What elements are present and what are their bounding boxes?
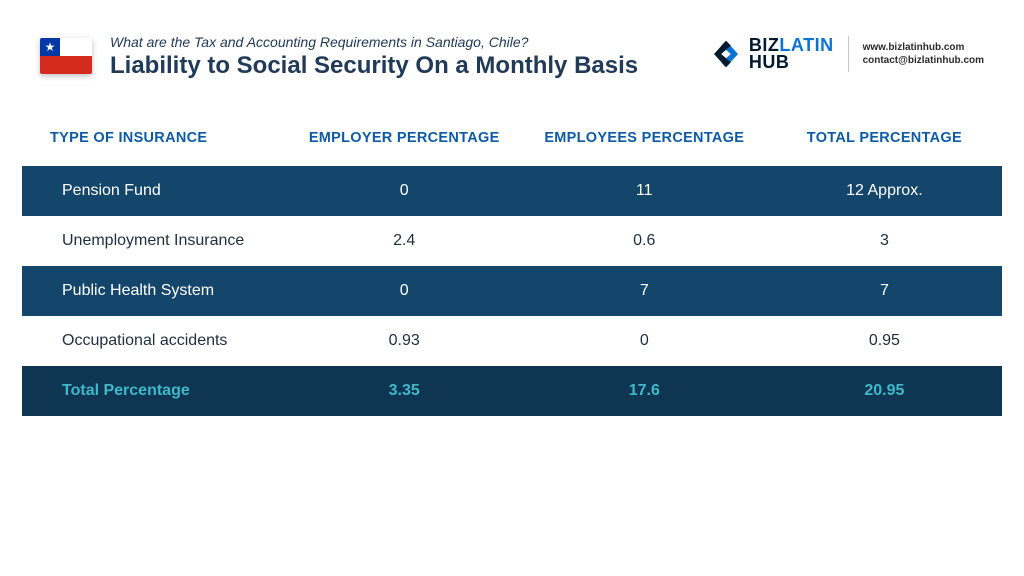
col-header-type: TYPE OF INSURANCE <box>22 130 287 166</box>
table-row: Occupational accidents 0.93 0 0.95 <box>22 316 1002 366</box>
table-row: Public Health System 0 7 7 <box>22 266 1002 316</box>
cell-employees: 0.6 <box>522 216 767 266</box>
flag-star-icon: ★ <box>45 41 56 53</box>
brand-email: contact@bizlatinhub.com <box>863 54 984 67</box>
cell-employees: 0 <box>522 316 767 366</box>
cell-employer: 0 <box>287 266 522 316</box>
cell-type: Unemployment Insurance <box>22 216 287 266</box>
table-container: TYPE OF INSURANCE EMPLOYER PERCENTAGE EM… <box>0 80 1024 416</box>
chile-flag-icon: ★ <box>40 38 92 74</box>
cell-employees: 17.6 <box>522 366 767 416</box>
cell-total: 3 <box>767 216 1002 266</box>
cell-employees: 7 <box>522 266 767 316</box>
brand-divider <box>848 36 849 72</box>
cell-total: 7 <box>767 266 1002 316</box>
brand-wordmark: BIZLATIN HUB <box>749 37 834 71</box>
cell-employer: 0.93 <box>287 316 522 366</box>
brand-logo: BIZLATIN HUB <box>711 37 834 71</box>
cell-employer: 0 <box>287 166 522 216</box>
table-row: Unemployment Insurance 2.4 0.6 3 <box>22 216 1002 266</box>
table-row: Pension Fund 0 11 12 Approx. <box>22 166 1002 216</box>
cell-type: Occupational accidents <box>22 316 287 366</box>
title-block: What are the Tax and Accounting Requirem… <box>110 34 711 80</box>
cell-employees: 11 <box>522 166 767 216</box>
cell-employer: 2.4 <box>287 216 522 266</box>
brand-contact: www.bizlatinhub.com contact@bizlatinhub.… <box>863 41 984 67</box>
cell-type: Pension Fund <box>22 166 287 216</box>
col-header-employer: EMPLOYER PERCENTAGE <box>287 130 522 166</box>
brand-mark-icon <box>711 39 741 69</box>
brand-block: BIZLATIN HUB www.bizlatinhub.com contact… <box>711 34 984 72</box>
header: ★ What are the Tax and Accounting Requir… <box>0 34 1024 80</box>
cell-total: 0.95 <box>767 316 1002 366</box>
cell-type: Total Percentage <box>22 366 287 416</box>
page-title: Liability to Social Security On a Monthl… <box>110 52 711 80</box>
brand-url: www.bizlatinhub.com <box>863 41 984 54</box>
table-total-row: Total Percentage 3.35 17.6 20.95 <box>22 366 1002 416</box>
social-security-table: TYPE OF INSURANCE EMPLOYER PERCENTAGE EM… <box>22 130 1002 416</box>
table-header-row: TYPE OF INSURANCE EMPLOYER PERCENTAGE EM… <box>22 130 1002 166</box>
col-header-employees: EMPLOYEES PERCENTAGE <box>522 130 767 166</box>
brand-text-hub: HUB <box>749 54 834 71</box>
col-header-total: TOTAL PERCENTAGE <box>767 130 1002 166</box>
cell-total: 12 Approx. <box>767 166 1002 216</box>
page: ★ What are the Tax and Accounting Requir… <box>0 0 1024 576</box>
cell-employer: 3.35 <box>287 366 522 416</box>
cell-total: 20.95 <box>767 366 1002 416</box>
page-subtitle: What are the Tax and Accounting Requirem… <box>110 34 711 50</box>
cell-type: Public Health System <box>22 266 287 316</box>
